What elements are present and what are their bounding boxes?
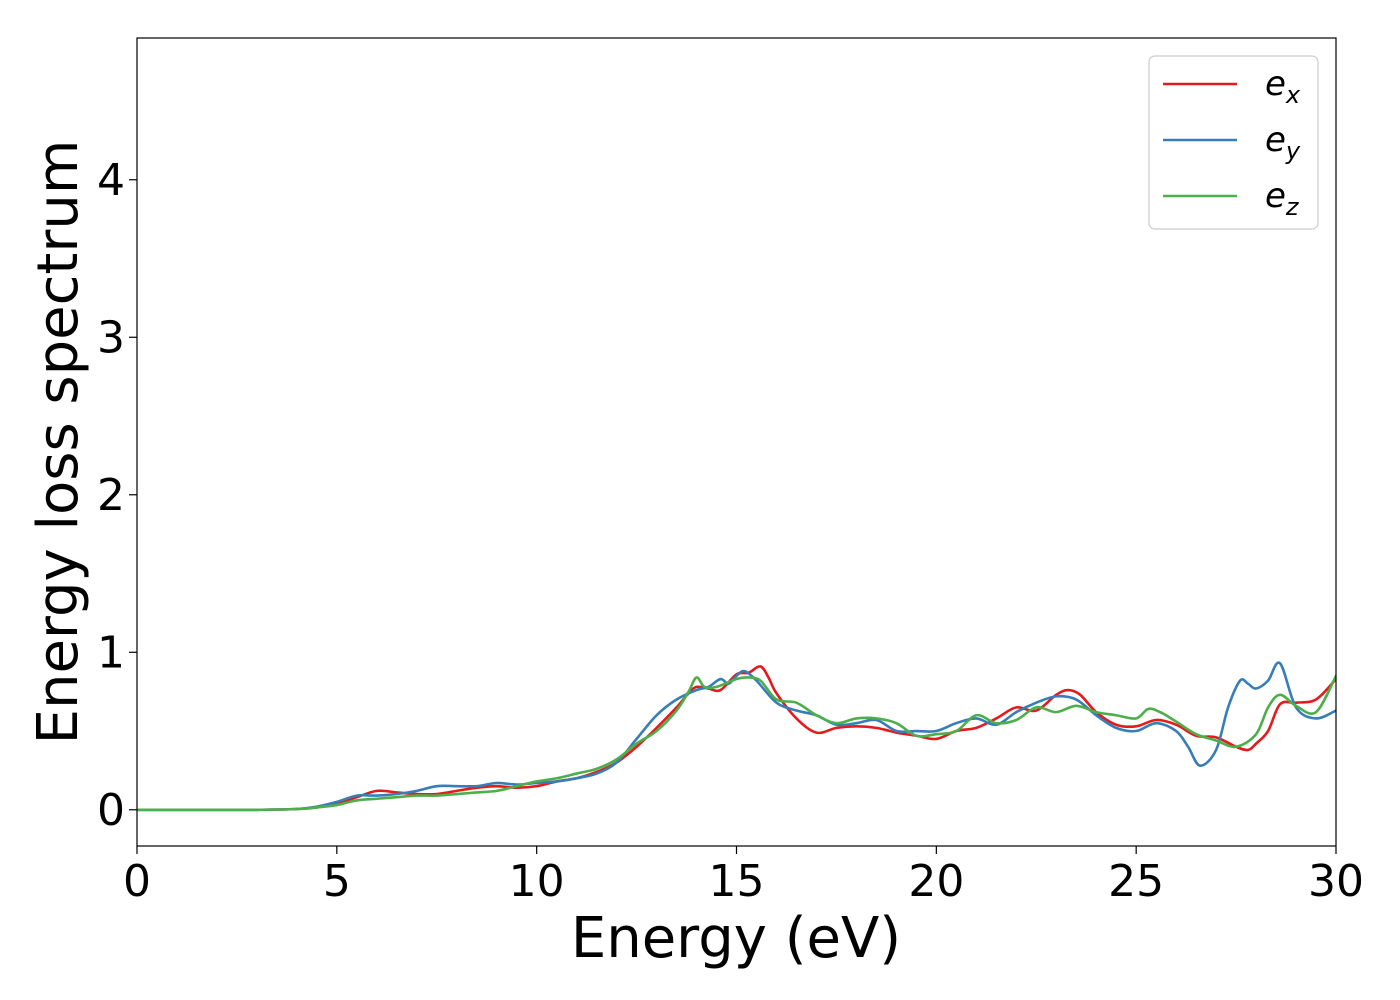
legend-label-x: ex: [1265, 64, 1301, 109]
x-tick-label: 5: [323, 856, 351, 907]
x-tick-label: 25: [1108, 856, 1164, 907]
x-tick-label: 0: [123, 856, 151, 907]
legend-label-z: ez: [1265, 176, 1300, 221]
y-axis-title: Energy loss spectrum: [26, 140, 91, 745]
y-tick-label: 1: [97, 627, 125, 678]
y-tick-label: 4: [97, 155, 125, 206]
legend: ex ey ez: [1148, 55, 1319, 230]
x-axis-title: Energy (eV): [571, 906, 901, 971]
y-axis: 0 1 2 3 4: [97, 155, 137, 836]
legend-label-y: ey: [1265, 120, 1301, 165]
x-axis: 0 5 10 15 20 25 30: [123, 846, 1364, 907]
series-layer: [137, 661, 1336, 812]
legend-frame: [1148, 55, 1319, 230]
x-tick-label: 30: [1308, 856, 1364, 907]
x-tick-label: 20: [908, 856, 964, 907]
y-tick-label: 0: [97, 785, 125, 836]
x-tick-label: 15: [709, 856, 765, 907]
series-line-y: [137, 661, 1336, 812]
y-tick-label: 3: [97, 312, 125, 363]
series-line-z: [137, 674, 1336, 812]
y-tick-label: 2: [97, 470, 125, 521]
x-tick-label: 10: [509, 856, 565, 907]
